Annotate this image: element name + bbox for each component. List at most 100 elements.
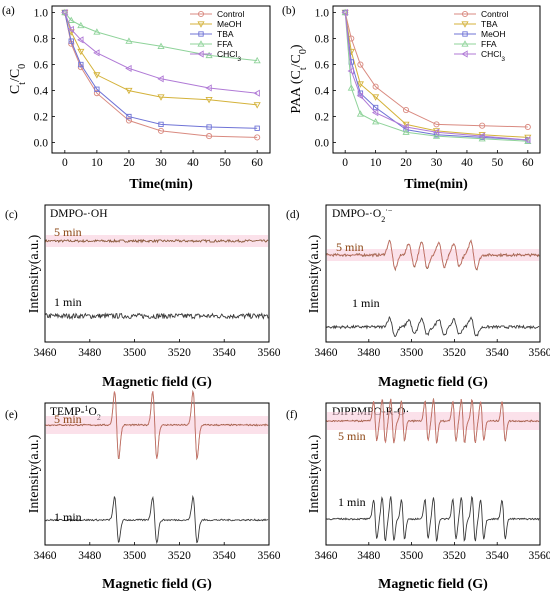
x-tick-label: 3480 xyxy=(78,550,101,562)
x-tick-label: 3480 xyxy=(357,347,380,359)
data-point-FFA xyxy=(347,84,355,91)
x-tick-label: 3480 xyxy=(78,347,101,359)
highlight-band-e xyxy=(46,416,268,434)
x-tick-label: 20 xyxy=(400,157,412,169)
curve-label-1min: 1 min xyxy=(54,510,82,524)
data-point-Control xyxy=(357,61,364,68)
x-tick-labels-f: 3460 3480 3500 3520 3540 3560 xyxy=(315,542,550,562)
y-tick-labels-a: 0.0 0.2 0.4 0.6 0.8 1.0 xyxy=(34,8,55,150)
x-tick-label: 3520 xyxy=(168,347,191,359)
data-point-FFA xyxy=(205,51,213,59)
data-point-CHCl3 xyxy=(478,132,485,140)
curve-label-5min: 5 min xyxy=(54,412,82,426)
spectrum-1min xyxy=(326,495,540,542)
data-point-Control xyxy=(125,117,132,124)
y-tick-label: 0.8 xyxy=(34,34,49,46)
data-point-TBA xyxy=(126,113,132,120)
data-point-MeOH xyxy=(157,94,165,101)
data-point-CHCl3 xyxy=(341,8,348,17)
y-axis-label-d: Intensity(a.u.) xyxy=(307,234,322,313)
data-point-CHCl3 xyxy=(157,75,164,83)
legend-entry: MeOH xyxy=(217,19,242,29)
panel-a-decay-chart: (a) 0 10 20 30 40 50 60 0.0 0.2 0.4 0.6 0.8 1.0 Tim… xyxy=(2,5,271,192)
spectrum-1min xyxy=(326,315,540,338)
x-tick-label: 3540 xyxy=(486,347,509,359)
legend-swatch-marker xyxy=(197,40,205,47)
data-point-Control xyxy=(254,134,261,141)
legend-swatch-marker xyxy=(461,40,469,47)
data-point-CHCl3 xyxy=(93,49,100,57)
y-tick-label: 0.6 xyxy=(315,60,330,72)
plot-frame-e xyxy=(44,402,270,546)
y-tick-label: 0.2 xyxy=(34,112,49,124)
x-tick-labels-e: 3460 3480 3500 3520 3540 3560 xyxy=(34,542,281,562)
data-point-FFA xyxy=(67,16,75,23)
data-point-MeOH xyxy=(93,72,101,79)
data-point-Control xyxy=(433,121,440,128)
data-point-FFA xyxy=(157,42,165,49)
data-point-MeOH xyxy=(77,48,85,56)
panel-label-f: (f) xyxy=(286,409,298,421)
panel-label-b: (b) xyxy=(282,5,296,17)
data-point-TBA xyxy=(78,61,84,68)
legend-entry: Control xyxy=(217,9,245,19)
x-axis-label-c: Magnetic field (G) xyxy=(102,375,212,390)
series-line-Control xyxy=(64,12,258,138)
x-tick-label: 10 xyxy=(91,157,103,169)
data-point-Control xyxy=(157,127,165,134)
data-point-Control xyxy=(93,90,100,97)
data-point-CHCl3 xyxy=(432,128,440,136)
spectrum-5min-fit xyxy=(326,398,540,444)
x-tick-label: 3460 xyxy=(34,550,57,562)
x-tick-label: 3520 xyxy=(168,550,191,562)
x-tick-label: 10 xyxy=(370,157,382,169)
data-point-Control xyxy=(524,123,531,131)
x-tick-label: 60 xyxy=(522,157,534,169)
x-axis-label-e: Magnetic field (G) xyxy=(102,577,212,592)
data-point-CHCl3 xyxy=(253,89,260,97)
curve-label-5min: 5 min xyxy=(338,429,366,443)
data-point-CHCl3 xyxy=(524,136,531,144)
legend-entry: CHCl3 xyxy=(217,49,241,63)
x-tick-label: 3540 xyxy=(486,550,509,562)
series-line-TBA xyxy=(64,12,258,129)
x-tick-label: 30 xyxy=(431,157,443,169)
x-tick-label: 50 xyxy=(219,157,231,169)
data-point-FFA xyxy=(356,110,364,117)
y-tick-label: 1.0 xyxy=(34,8,49,20)
data-point-MeOH xyxy=(205,97,213,104)
data-point-Control xyxy=(403,107,410,114)
legend-swatch-marker xyxy=(461,21,469,28)
y-axis-label-a: Ct/C0 xyxy=(8,64,28,94)
legend-entry: FFA xyxy=(217,39,233,49)
data-point-CHCl3 xyxy=(402,123,409,131)
x-tick-label: 3460 xyxy=(315,550,338,562)
y-tick-label: 0.4 xyxy=(315,86,330,98)
inset-label-c: DMPO-·OH xyxy=(50,208,108,220)
spectrum-5min-fit xyxy=(326,240,540,270)
legend-swatch-marker xyxy=(197,50,204,58)
curve-label-5min: 5 min xyxy=(336,240,364,254)
x-tick-label: 3520 xyxy=(443,347,466,359)
series-line-Control xyxy=(344,12,528,128)
legend-swatch-marker xyxy=(461,10,469,18)
spectra-layer-c: 5 min 1 min xyxy=(44,225,269,321)
x-tick-label: 3480 xyxy=(357,550,380,562)
data-point-CHCl3 xyxy=(347,67,354,75)
panel-d-epr-dmpo-o2: (d) DMPO-·O2·− 5 min 1 min 3460 3480 3500 35… xyxy=(286,204,550,390)
legend-swatch-marker xyxy=(197,21,205,28)
spectrum-1min xyxy=(45,312,269,321)
x-tick-label: 3560 xyxy=(258,347,281,359)
data-point-Control xyxy=(372,83,379,90)
x-tick-label: 60 xyxy=(251,157,263,169)
data-point-MeOH xyxy=(125,87,133,95)
series-line-CHCl3 xyxy=(344,12,528,141)
legend-entry: TBA xyxy=(217,29,234,39)
x-tick-label: 3560 xyxy=(529,347,550,359)
data-point-Control xyxy=(206,133,213,140)
x-tick-label: 30 xyxy=(155,157,167,169)
x-tick-label: 3500 xyxy=(400,347,423,359)
